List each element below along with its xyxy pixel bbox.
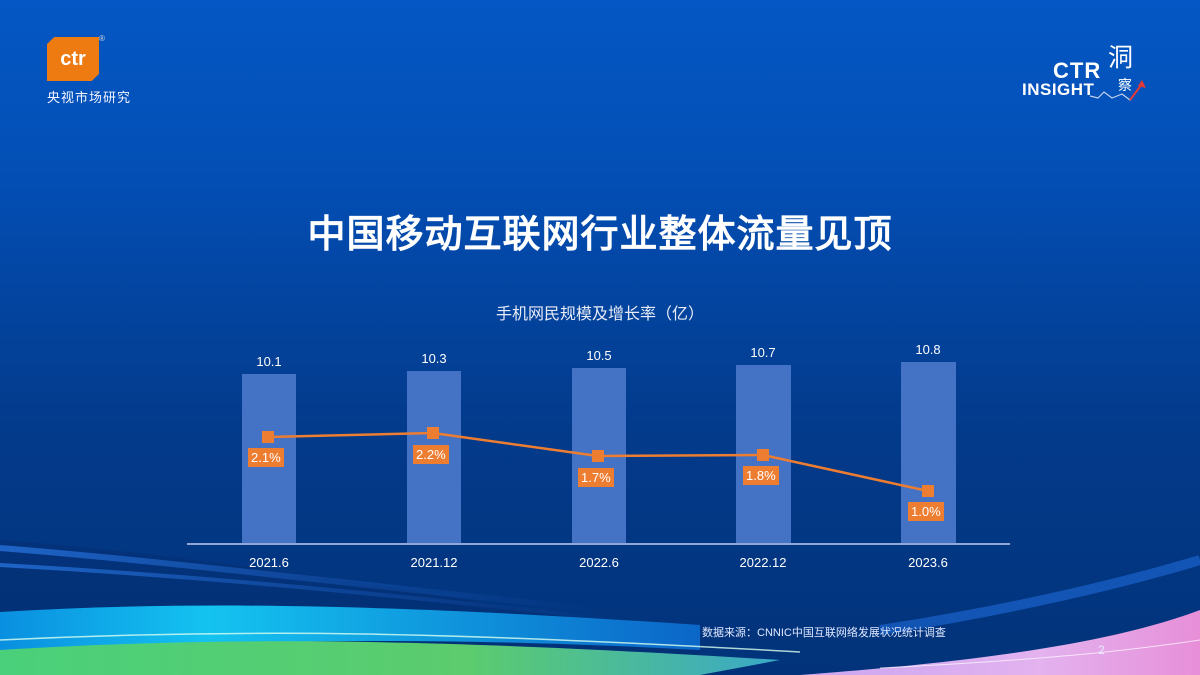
bar-value-label: 10.7: [750, 345, 776, 360]
line-marker: [427, 427, 439, 439]
brand-subtitle: 央视市场研究: [47, 91, 132, 106]
trend-arrow-icon: [1090, 80, 1146, 101]
ctr-logo: ctr: [47, 37, 99, 81]
growth-rate-label: 2.1%: [248, 448, 284, 467]
chart-title: 手机网民规模及增长率（亿）: [495, 306, 704, 323]
data-source-note: 数据来源：CNNIC中国互联网络发展状况统计调查: [702, 627, 946, 639]
insight-logo-cn-bottom: 察: [1118, 78, 1132, 94]
x-axis-label: 2022.12: [739, 555, 787, 570]
bar-value-label: 10.8: [915, 342, 941, 357]
page-number: 2: [1098, 643, 1105, 657]
x-axis-label: 2021.12: [410, 555, 458, 570]
line-marker: [757, 449, 769, 461]
line-marker: [592, 450, 604, 462]
growth-rate-label: 1.8%: [743, 466, 779, 485]
x-axis-label: 2022.6: [579, 555, 619, 570]
line-marker: [922, 485, 934, 497]
insight-logo-word: INSIGHT: [1022, 80, 1095, 99]
line-marker: [262, 431, 274, 443]
insight-logo-cn-top: 洞: [1108, 43, 1134, 72]
ctr-logo-text: ctr: [60, 47, 86, 70]
x-axis-label: 2021.6: [249, 555, 289, 570]
x-axis-line: [187, 543, 1010, 545]
growth-rate-label: 1.7%: [578, 468, 614, 487]
page-title: 中国移动互联网行业整体流量见顶: [307, 214, 893, 256]
growth-rate-label: 1.0%: [908, 502, 944, 521]
bar-value-label: 10.3: [421, 351, 447, 366]
growth-rate-label: 2.2%: [413, 445, 449, 464]
registered-mark: ®: [99, 34, 105, 43]
insight-logo-ctr: CTR: [1053, 58, 1102, 83]
x-axis-label: 2023.6: [908, 555, 948, 570]
bar-value-label: 10.1: [256, 354, 282, 369]
bar-value-label: 10.5: [586, 348, 612, 363]
